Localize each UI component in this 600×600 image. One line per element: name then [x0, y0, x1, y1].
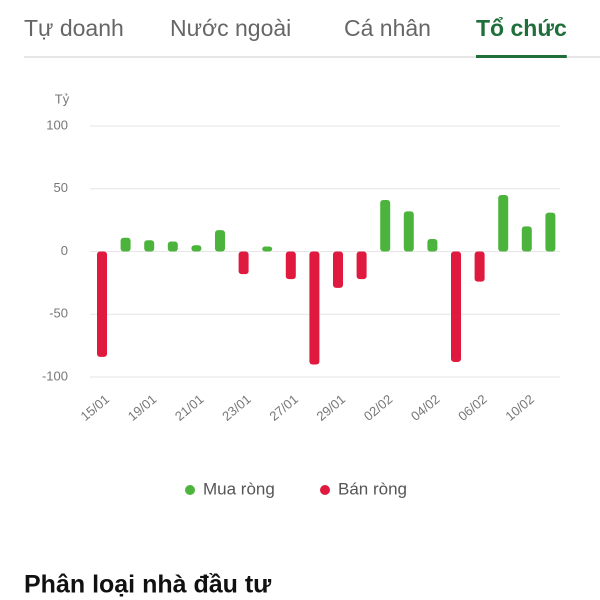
bar [474, 251, 485, 282]
legend-dot [320, 485, 330, 495]
y-tick-label: -100 [42, 368, 68, 383]
x-tick-label: 21/01 [172, 391, 207, 423]
tab[interactable]: Tự doanh [24, 15, 124, 41]
bar [309, 251, 320, 365]
bar [380, 200, 391, 252]
x-tick-label: 10/02 [502, 391, 537, 423]
bar [545, 212, 556, 252]
legend-label: Mua ròng [203, 479, 275, 498]
bar [238, 251, 249, 275]
tab[interactable]: Nước ngoài [170, 15, 291, 41]
x-tick-label: 06/02 [455, 391, 490, 423]
bar [97, 251, 107, 357]
bar [403, 211, 414, 252]
bar [498, 195, 509, 252]
bar [356, 251, 367, 280]
legend-label: Bán ròng [338, 479, 407, 498]
x-tick-label: 15/01 [78, 391, 113, 423]
y-tick-label: 100 [46, 117, 68, 132]
y-tick-label: -50 [49, 306, 68, 321]
bar [215, 230, 225, 252]
bar [333, 251, 343, 288]
bar [144, 240, 155, 252]
tab[interactable]: Tổ chức [476, 15, 567, 41]
bar [451, 251, 461, 362]
tab[interactable]: Cá nhân [344, 15, 431, 41]
tab-underline [476, 55, 567, 58]
section-title: Phân loại nhà đầu tư [24, 571, 272, 599]
x-tick-label: 29/01 [314, 391, 349, 423]
y-unit: Tỷ [55, 91, 70, 106]
y-tick-label: 0 [61, 243, 68, 258]
x-tick-label: 23/01 [219, 391, 254, 423]
bar [262, 246, 273, 252]
bar [191, 245, 202, 252]
x-tick-label: 04/02 [408, 391, 443, 423]
bar [427, 238, 438, 252]
legend-dot [185, 485, 195, 495]
y-tick-label: 50 [54, 180, 68, 195]
x-tick-label: 19/01 [125, 391, 160, 423]
bar [285, 251, 296, 280]
bar [120, 237, 131, 252]
x-tick-label: 27/01 [266, 391, 301, 423]
bar [521, 226, 532, 252]
bar [167, 241, 178, 252]
x-tick-label: 02/02 [361, 391, 396, 423]
